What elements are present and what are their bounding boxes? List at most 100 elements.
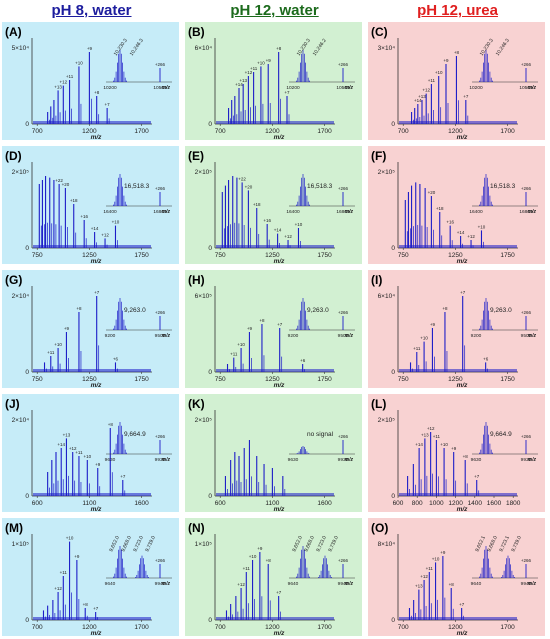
spectrum-panel-l: (L) 0 2×10⁵ 600 800 1000 1200 1400 1600 1800 m/z +1… [368,394,545,512]
charge-state-label: +10 [440,442,448,447]
charge-state-label: +7 [276,590,282,595]
column-header-text: pH 12, water [230,2,319,19]
x-tick-label: 1100 [265,500,279,507]
inset-adduct-label: +266 [338,558,349,563]
spectrum-svg: (N) 0 1×10⁵ 700 1200 1700 m/z +12 +11 +10+9 +8 +7 9,… [188,521,355,636]
x-axis-title: m/z [274,134,286,140]
y-tick-label: 0 [208,369,212,376]
charge-state-label: +14 [414,98,422,103]
inset-x-axis-title: m/z [162,209,171,215]
inset-x-tick-label: 10500 [519,85,533,91]
inset-x-axis-title: m/z [345,457,354,463]
x-tick-label: 1250 [448,376,463,383]
inset-mass-label: 9,723.0 [132,535,145,553]
panel-label: (G) [5,273,22,287]
inset-x-tick-label: 16400 [103,209,117,215]
x-axis-title: m/z [457,382,469,388]
inset-adduct-label: +266 [338,310,349,315]
spectrum-svg: (H) 0 6×10⁵ 750 1250 1750 m/z +11 +10 +9 +8 +7 +6 9,2… [188,273,355,388]
x-tick-label: 1250 [265,252,280,259]
charge-state-label: +10 [54,342,62,347]
panel-label: (F) [371,149,386,163]
x-tick-label: 1700 [500,128,515,135]
inset-x-tick-label: 10200 [469,85,483,91]
charge-state-label: +12 [59,80,67,85]
charge-state-label: +9 [451,446,457,451]
charge-state-label: +7 [474,474,480,479]
y-tick-label: 0 [208,617,212,624]
inset-spectrum [472,50,538,83]
x-axis-title: m/z [457,630,469,636]
inset-mass-label: 9,668.0 [120,535,133,553]
x-tick-label: 1750 [134,252,149,259]
x-tick-label: 750 [32,376,43,383]
spectrum-panel-n: (N) 0 1×10⁵ 700 1200 1700 m/z +12 +11 +10 +9 +8 +7 9,… [185,518,362,636]
inset-x-tick-label: 9940 [338,581,349,587]
baseline-noise [216,493,334,496]
x-tick-label: 750 [398,376,409,383]
inset-x-tick-label: 9200 [288,333,299,339]
charge-state-label: +9 [74,554,80,559]
inset-x-axis-title: m/z [528,209,537,215]
charge-state-label: +12 [422,88,430,93]
baseline-noise [33,369,151,372]
charge-state-label: +14 [57,442,65,447]
x-tick-label: 1800 [506,500,521,507]
x-tick-label: 750 [215,252,226,259]
charge-state-label: +10 [66,536,74,541]
charge-state-label: +12 [427,426,435,431]
charge-state-label: +10 [435,70,443,75]
inset-x-axis-title: m/z [528,581,537,587]
inset-mass-label: 9,263.0 [307,307,329,314]
y-tick-label: 0 [208,121,212,128]
y-tick-label: 0 [391,245,395,252]
charge-state-label: +8 [83,602,89,607]
spectrum-panel-e: (E) 0 2×10⁵ 750 1250 1750 m/z +22 +20 +18 +16 +14 +1… [185,146,362,264]
y-tick-label: 0 [391,617,395,624]
charge-state-label: +10 [249,554,257,559]
y-tick-label: 2×10⁴ [12,417,30,424]
charge-state-label: +6 [300,358,306,363]
x-tick-label: 1250 [82,252,97,259]
inset-x-tick-label: 16400 [469,209,483,215]
inset-x-tick-label: 9630 [471,457,482,463]
inset-mass-label: 10,230.3 [113,38,129,58]
baseline-noise [399,369,517,372]
baseline-noise [399,617,517,620]
x-tick-label: 700 [32,128,43,135]
y-tick-label: 6×10⁵ [195,293,213,300]
y-tick-label: 5×10⁴ [12,45,30,52]
inset-spectrum [472,298,538,331]
inset-x-tick-label: 10200 [286,85,300,91]
inset-spectrum [289,298,355,331]
inset-mass-label: 9,664.9 [124,431,146,438]
y-tick-label: 6×10⁴ [195,45,213,52]
x-tick-label: 750 [32,252,43,259]
x-tick-label: 1700 [500,624,515,631]
x-axis-title: m/z [457,134,469,140]
spectrum-svg: (F) 0 2×10⁵ 750 1250 1750 m/z +20 +18 +16+14+12+1… [371,149,538,264]
charge-state-label: +11 [413,346,421,351]
inset-x-tick-label: 9500 [521,333,532,339]
charge-state-label: +10 [112,220,120,225]
inset-mass-label: 16,518.3 [124,183,150,190]
inset-mass-label: 9,664.9 [490,431,512,438]
charge-state-label: +8 [442,306,448,311]
x-tick-label: 1200 [448,624,463,631]
inset-x-axis-title: m/z [528,333,537,339]
x-tick-label: 1750 [500,376,515,383]
x-tick-label: 700 [215,128,226,135]
charge-state-label: +12 [284,234,292,239]
panel-label: (H) [188,273,205,287]
spectrum-svg: (J) 0 2×10⁴ 600 1100 1600 m/z +14 +13 +12+11+10 +9… [5,397,172,512]
inset-adduct-label: +266 [338,62,349,67]
inset-spectrum [106,298,172,331]
charge-state-label: +7 [460,290,466,295]
x-axis-title: m/z [91,258,103,264]
spectrum-panel-f: (F) 0 2×10⁵ 750 1250 1750 m/z +20 +18 +16 +14 +12 +1… [368,146,545,264]
inset-x-axis-title: m/z [345,85,354,91]
charge-state-label: +7 [284,90,290,95]
charge-state-label: +11 [60,570,68,575]
panel-label: (O) [371,521,388,535]
charge-state-label: +12 [467,234,475,239]
